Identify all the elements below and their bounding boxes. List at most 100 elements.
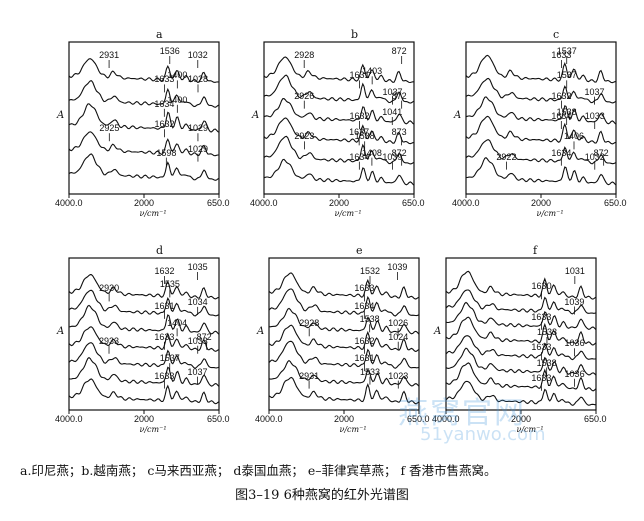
spectrum-trace xyxy=(263,158,415,186)
peak-label: 1533 xyxy=(536,327,557,337)
spectrum-trace xyxy=(465,115,617,145)
spectrum-trace xyxy=(445,347,597,376)
spectrum-trace xyxy=(263,74,415,104)
spectrum-trace xyxy=(263,98,415,125)
peak-label: 1633 xyxy=(551,50,572,60)
spectrum-trace xyxy=(465,54,617,84)
peak-label: 1633 xyxy=(154,370,175,381)
x-tick-label: 2000 xyxy=(329,198,350,208)
peak-label: 2925 xyxy=(99,123,120,134)
plot-frame xyxy=(68,41,220,195)
peak-label: 2928 xyxy=(294,50,315,60)
spectrum-trace xyxy=(465,96,617,125)
peak-label: 1634 xyxy=(551,147,572,158)
spectrum-trace xyxy=(465,139,617,165)
spectrum-plot xyxy=(268,257,420,414)
spectrum-plot xyxy=(68,257,220,414)
peak-label: 1403 xyxy=(362,66,383,77)
figure-caption: 图3–19 6种燕窝的红外光谱图 xyxy=(235,488,409,503)
y-axis-label: A xyxy=(252,110,260,122)
peak-label: 1532 xyxy=(360,266,381,276)
peak-label: 1634 xyxy=(154,98,175,109)
peak-label: 1029 xyxy=(187,143,208,154)
peak-label: 1538 xyxy=(536,357,557,368)
x-tick-label: 650.0 xyxy=(584,414,607,424)
y-axis-label: A xyxy=(434,326,442,338)
x-tick-label: 4000.0 xyxy=(452,198,480,208)
spectrum-panel-b: 2928 872 1631 1403 2926 1037 872 1632 1041 2923 16… xyxy=(250,28,438,220)
panel-label: a xyxy=(156,28,163,41)
x-tick-label: 2000 xyxy=(511,414,532,424)
peak-label: 872 xyxy=(391,46,407,56)
peak-label: 1029 xyxy=(187,123,208,134)
peak-label: 873 xyxy=(391,127,407,138)
peak-label: 2930 xyxy=(99,283,120,294)
peak-label: 1039 xyxy=(387,262,408,272)
peak-label: 1023 xyxy=(388,370,409,381)
peak-label: 1631 xyxy=(154,300,175,311)
panel-label: b xyxy=(351,28,359,41)
spectrum-trace xyxy=(465,157,617,186)
spectrum-trace xyxy=(68,80,220,108)
spectrum-trace xyxy=(268,340,420,369)
peak-label: 1634 xyxy=(354,300,375,311)
spectrum-panel-a: 2931 1536 1032 1633 1400 1028 1634 1400 2925 1632… xyxy=(55,28,243,220)
x-axis-unit: ν/cm⁻¹ xyxy=(516,425,544,434)
x-tick-label: 4000.0 xyxy=(55,414,83,424)
spectrum-plot xyxy=(445,257,597,414)
x-tick-label: 650.0 xyxy=(407,414,430,424)
spectrum-trace xyxy=(445,380,596,406)
spectrum-panel-d: 1632 1035 2930 1535 1631 1034 1404 2933 1633 1033… xyxy=(55,244,243,436)
spectrum-trace xyxy=(445,316,597,346)
x-axis-unit: ν/cm⁻¹ xyxy=(139,425,167,434)
x-tick-label: 4000.0 xyxy=(250,198,278,208)
peak-label: 2931 xyxy=(299,370,320,381)
peak-label: 1537 xyxy=(159,353,180,364)
spectrum-trace xyxy=(263,56,414,84)
panel-label: c xyxy=(553,28,560,41)
peak-label: 1538 xyxy=(354,131,375,142)
peak-label: 872 xyxy=(593,147,609,158)
peak-label: 872 xyxy=(391,90,407,101)
peak-label: 1037 xyxy=(584,86,605,97)
peak-label: 1632 xyxy=(551,90,572,101)
x-tick-label: 650.0 xyxy=(402,198,425,208)
x-tick-label: 650.0 xyxy=(207,198,230,208)
x-axis-unit: ν/cm⁻¹ xyxy=(334,209,362,218)
x-tick-label: 4000.0 xyxy=(432,414,460,424)
x-tick-label: 2000 xyxy=(134,198,155,208)
peak-label: 1400 xyxy=(167,70,188,81)
peak-label: 1536 xyxy=(159,46,180,56)
peak-label: 2926 xyxy=(294,90,315,101)
peak-label: 1538 xyxy=(556,107,577,117)
x-tick-label: 4000.0 xyxy=(55,198,83,208)
spectrum-trace xyxy=(68,131,219,157)
peak-label: 1633 xyxy=(531,372,552,383)
peak-label: 1028 xyxy=(188,74,209,85)
spectrum-trace xyxy=(445,289,597,315)
peak-label: 2922 xyxy=(496,151,517,162)
peak-label: 1632 xyxy=(154,119,175,130)
peak-label: 2928 xyxy=(299,318,320,329)
peak-label: 1041 xyxy=(382,107,403,117)
spectrum-trace xyxy=(465,77,617,104)
peak-label: 1036 xyxy=(564,368,585,379)
peak-label: 1537 xyxy=(556,46,577,56)
y-axis-label: A xyxy=(454,110,462,122)
x-axis-unit: ν/cm⁻¹ xyxy=(536,209,564,218)
peak-label: 1026 xyxy=(388,318,409,329)
peak-label: 1637 xyxy=(349,127,370,138)
peak-label: 1598 xyxy=(156,147,177,158)
peak-label: 1024 xyxy=(388,331,409,342)
spectrum-trace xyxy=(68,274,220,300)
peak-label: 1630 xyxy=(531,281,552,292)
peak-label: 2933 xyxy=(99,335,120,346)
peak-label: 872 xyxy=(196,331,212,342)
peak-label: 872 xyxy=(391,147,407,158)
spectrum-trace xyxy=(263,135,415,165)
peak-label: 1632 xyxy=(349,111,370,121)
spectrum-plot xyxy=(465,41,617,198)
peak-label: 1039 xyxy=(382,151,403,162)
spectrum-trace xyxy=(268,288,420,317)
spectrum-trace xyxy=(68,326,220,352)
